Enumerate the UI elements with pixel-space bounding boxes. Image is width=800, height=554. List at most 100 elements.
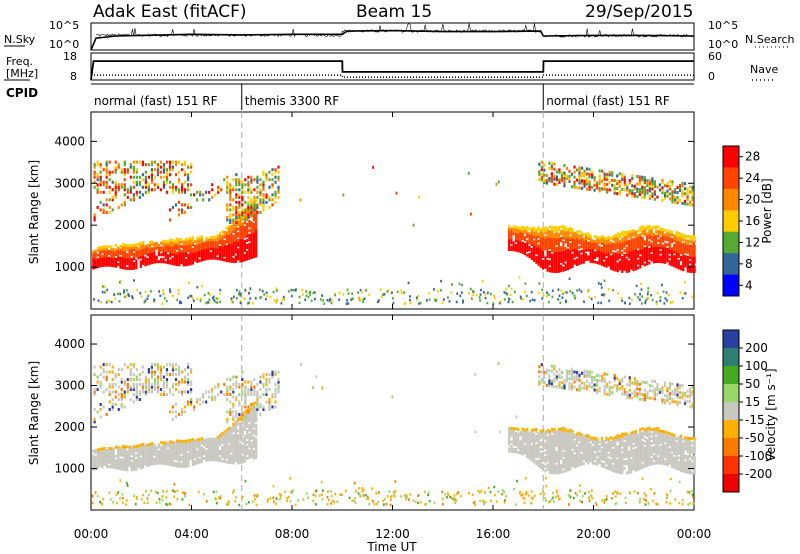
- echo-cell: [655, 237, 658, 241]
- echo-cell: [551, 436, 554, 440]
- echo-cell: [203, 255, 206, 259]
- echo-cell: [99, 178, 102, 182]
- echo-cell: [607, 238, 610, 242]
- echo-cell: [244, 380, 247, 384]
- echo-cell: [191, 456, 194, 460]
- echo-cell: [566, 255, 570, 259]
- echo-cell: [178, 451, 181, 455]
- echo-cell: [144, 163, 147, 167]
- echo-cell: [277, 188, 280, 192]
- echo-cell: [600, 258, 603, 262]
- echo-cell: [551, 466, 554, 470]
- echo-cell: [235, 215, 238, 219]
- echo-cell: [691, 195, 694, 199]
- echo-cell: [555, 441, 558, 445]
- echo-cell: [234, 459, 237, 463]
- echo-cell: [239, 460, 242, 464]
- echo-cell: [151, 256, 154, 260]
- echo-cell: [250, 412, 253, 416]
- echo-cell: [124, 295, 126, 299]
- echo-cell: [583, 184, 586, 188]
- echo-cell: [573, 185, 576, 189]
- echo-cell: [651, 298, 654, 302]
- echo-cell: [428, 298, 431, 301]
- echo-cell: [575, 441, 579, 445]
- echo-cell: [620, 296, 623, 300]
- echo-cell: [679, 244, 683, 248]
- echo-cell: [236, 255, 240, 259]
- echo-cell: [180, 245, 183, 249]
- echo-cell: [671, 182, 674, 186]
- echo-cell: [627, 253, 631, 257]
- echo-cell: [546, 435, 549, 439]
- echo-cell: [608, 188, 611, 192]
- echo-cell: [243, 230, 246, 234]
- echo-cell: [96, 190, 99, 194]
- echo-cell: [144, 462, 147, 466]
- echo-cell: [548, 470, 551, 474]
- echo-cell: [661, 248, 665, 252]
- echo-cell: [130, 447, 133, 451]
- echo-cell: [231, 300, 234, 304]
- echo-cell: [648, 240, 651, 244]
- echo-cell: [121, 449, 124, 453]
- echo-cell: [557, 253, 561, 257]
- echo-cell: [526, 441, 529, 445]
- echo-cell: [271, 183, 274, 187]
- echo-cell: [153, 446, 156, 450]
- echo-cell: [253, 393, 256, 396]
- echo-cell: [196, 246, 199, 250]
- echo-cell: [162, 452, 165, 456]
- echo-cell: [600, 282, 602, 286]
- echo-cell: [537, 434, 540, 438]
- echo-cell: [214, 254, 217, 258]
- echo-cell: [182, 261, 185, 265]
- echo-cell: [250, 205, 253, 209]
- echo-cell: [183, 160, 187, 164]
- echo-cell: [580, 179, 584, 183]
- echo-cell: [198, 245, 201, 249]
- echo-cell: [638, 298, 641, 301]
- echo-cell: [110, 257, 113, 261]
- echo-cell: [643, 247, 646, 251]
- echo-cell: [600, 262, 603, 266]
- echo-cell: [253, 390, 256, 394]
- echo-cell: [211, 296, 214, 300]
- echo-cell: [560, 434, 563, 438]
- echo-cell: [548, 234, 551, 238]
- echo-cell: [235, 193, 238, 197]
- echo-cell: [346, 299, 348, 302]
- echo-cell: [105, 458, 109, 462]
- echo-cell: [578, 259, 581, 263]
- echo-cell: [428, 292, 431, 295]
- echo-cell: [632, 238, 635, 242]
- echo-cell: [271, 203, 274, 207]
- echo-cell: [178, 453, 181, 457]
- echo-cell: [684, 255, 687, 259]
- echo-cell: [368, 293, 371, 296]
- echo-cell: [165, 370, 169, 374]
- echo-cell: [180, 442, 183, 446]
- echo-cell: [132, 170, 135, 174]
- echo-cell: [246, 449, 249, 453]
- echo-cell: [132, 463, 136, 467]
- echo-cell: [225, 252, 228, 256]
- echo-cell: [96, 246, 99, 250]
- echo-cell: [121, 245, 124, 249]
- echo-cell: [235, 297, 238, 300]
- echo-cell: [676, 201, 679, 205]
- echo-cell: [560, 264, 563, 268]
- echo-cell: [532, 455, 536, 459]
- echo-cell: [232, 422, 235, 426]
- echo-cell: [93, 365, 96, 369]
- echo-cell: [121, 243, 124, 247]
- echo-cell: [589, 456, 592, 460]
- echo-cell: [646, 232, 649, 236]
- echo-cell: [584, 234, 588, 238]
- echo-cell: [419, 301, 422, 305]
- echo-cell: [684, 259, 687, 263]
- echo-cell: [214, 449, 217, 453]
- echo-cell: [686, 195, 689, 199]
- echo-cell: [521, 248, 524, 252]
- echo-cell: [151, 446, 154, 450]
